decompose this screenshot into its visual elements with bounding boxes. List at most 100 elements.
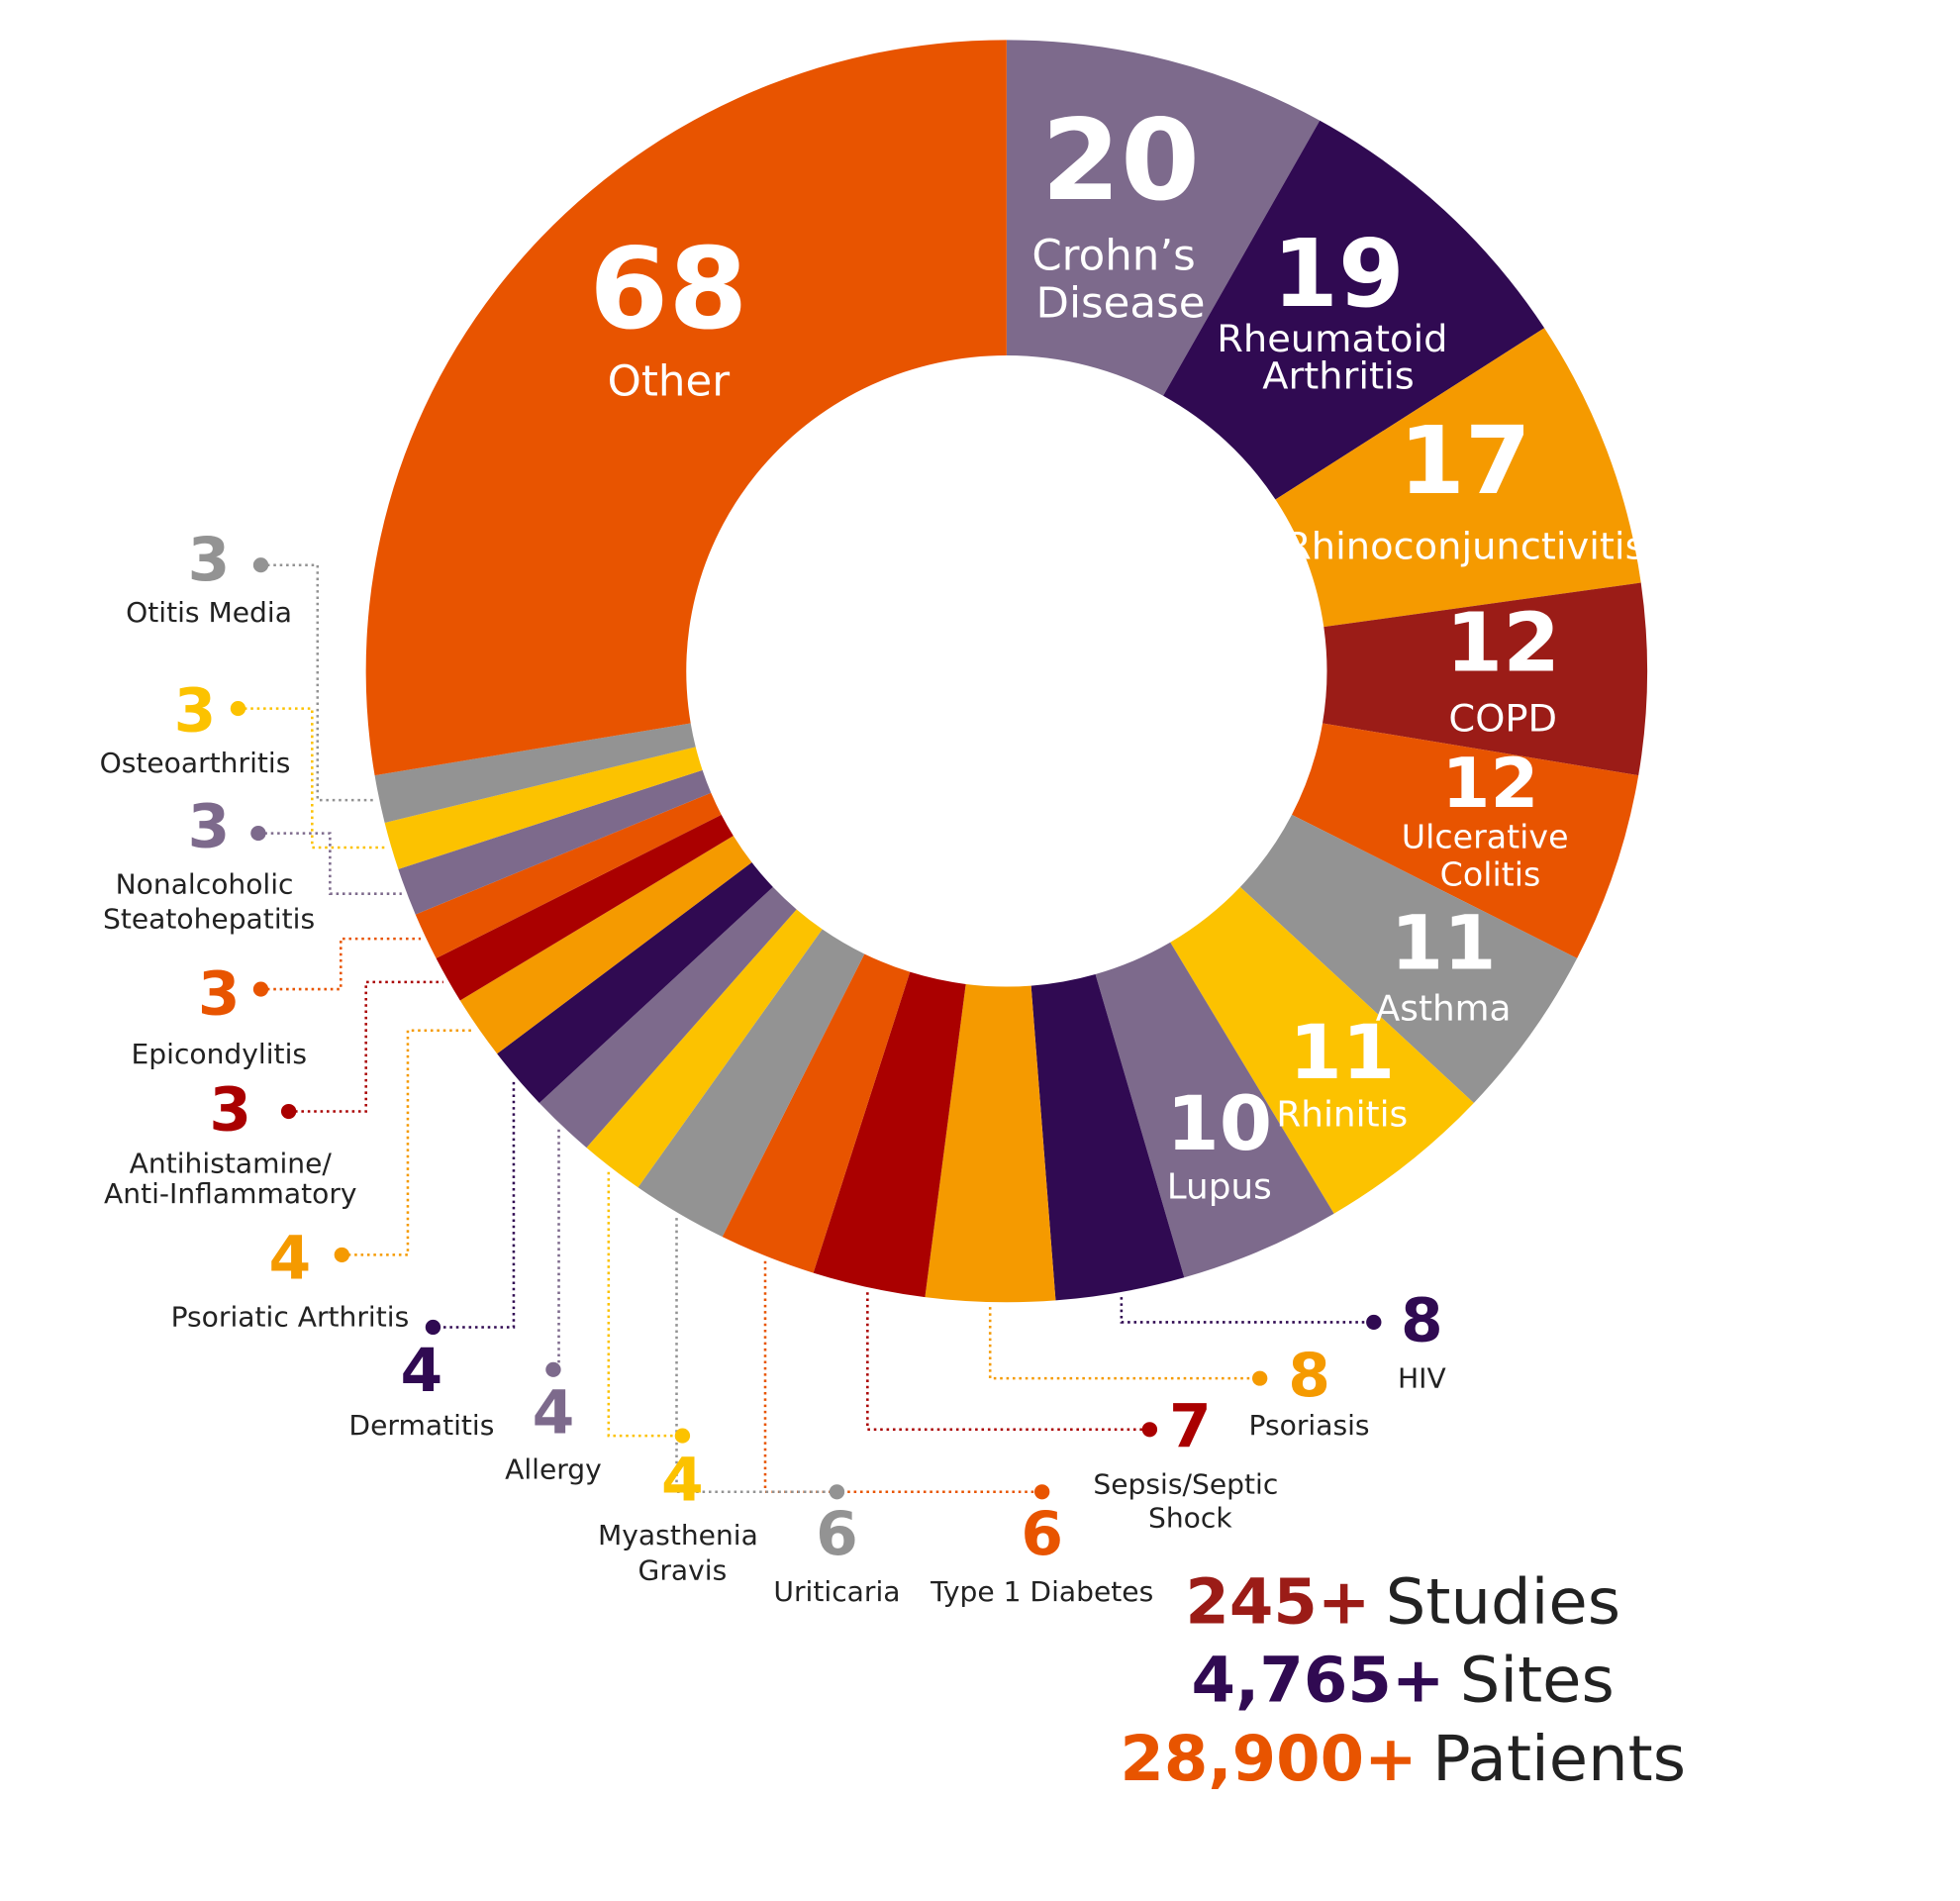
leader-dot (280, 1103, 297, 1120)
value-label: 17 (1399, 408, 1530, 516)
leader-dot (1366, 1314, 1382, 1330)
category-label: Osteoarthritis (100, 747, 291, 779)
category-label: Type 1 Diabetes (930, 1575, 1153, 1608)
value-label: 8 (1401, 1286, 1443, 1355)
leader-line (260, 937, 422, 991)
value-label: 20 (1041, 95, 1200, 226)
category-label: Psoriasis (1249, 1409, 1370, 1442)
value-label: 19 (1272, 221, 1404, 329)
value-label: 10 (1166, 1080, 1272, 1167)
category-label: Otitis Media (126, 596, 292, 629)
leader-dot (425, 1319, 441, 1336)
value-label: 12 (1445, 596, 1560, 690)
category-label: Uriticaria (773, 1575, 900, 1608)
value-label: 4 (533, 1378, 575, 1448)
donut-slice (436, 814, 734, 1001)
value-label: 4 (401, 1336, 443, 1405)
stat-line: 4,765+ Sites (1192, 1644, 1615, 1716)
leader-dot (1034, 1484, 1050, 1500)
value-label: 3 (174, 676, 217, 746)
category-label: Antihistamine/Anti-Inflammatory (104, 1148, 357, 1210)
donut-slice (384, 747, 703, 869)
value-label: 7 (1169, 1392, 1212, 1461)
category-label: Psoriatic Arthritis (171, 1301, 410, 1334)
leader-dot (674, 1428, 691, 1444)
leader-dot (230, 701, 246, 717)
value-label: 4 (269, 1224, 312, 1293)
category-label: Epicondylitis (132, 1038, 308, 1070)
leader-line (342, 1029, 474, 1256)
leader-line (607, 1171, 683, 1438)
leader-line (1120, 1297, 1374, 1324)
leader-line (257, 832, 402, 895)
leader-line (988, 1307, 1260, 1380)
category-label: Other (608, 357, 731, 407)
leader-dot (334, 1247, 350, 1262)
donut-slice (1239, 814, 1578, 1103)
stat-label: Sites (1460, 1644, 1615, 1716)
value-label: 11 (1289, 1009, 1395, 1096)
value-label: 12 (1442, 745, 1539, 824)
donut-slice (586, 909, 823, 1188)
donut-slice (1292, 723, 1639, 958)
stat-line: 28,900+ Patients (1120, 1722, 1686, 1794)
donut-slice (1275, 328, 1641, 628)
value-label: 3 (209, 1075, 251, 1145)
category-label: Myasthenia Gravis (598, 1519, 767, 1586)
donut-slice (459, 836, 752, 1054)
category-label: Crohn’s Disease (1031, 231, 1209, 327)
value-label: 4 (661, 1446, 704, 1515)
category-label: Allergy (505, 1452, 602, 1485)
leader-line (260, 563, 375, 802)
category-label: Rheumatoid Arthritis (1217, 317, 1460, 397)
category-label: Nonalcoholic Steatohepatitis (103, 868, 315, 936)
donut-slice (497, 862, 773, 1103)
value-label: 6 (1021, 1499, 1063, 1568)
leader-line (763, 1260, 1042, 1494)
leader-line (433, 1081, 516, 1329)
donut-slice (1095, 942, 1334, 1278)
donut-slice (398, 769, 712, 915)
stat-line: 245+ Studies (1185, 1564, 1620, 1637)
leader-dot (252, 557, 269, 573)
category-label: Lupus (1167, 1167, 1272, 1208)
leader-line (552, 1129, 560, 1371)
category-label: Rhinitis (1276, 1095, 1408, 1136)
stat-number: 4,765+ (1192, 1644, 1445, 1716)
leader-dot (250, 826, 266, 842)
category-label: COPD (1448, 697, 1557, 741)
donut-slice (722, 953, 911, 1273)
leader-dot (1141, 1422, 1158, 1438)
leader-line (288, 980, 443, 1113)
donut-slice (415, 792, 722, 958)
donut-slice (637, 929, 865, 1238)
donut-slice (1163, 120, 1545, 500)
donut-slice (1030, 974, 1185, 1301)
leader-dot (252, 981, 269, 997)
donut-slice (365, 40, 1007, 776)
value-label: 3 (198, 959, 241, 1029)
stat-number: 28,900+ (1120, 1722, 1417, 1794)
donut-slice (1006, 40, 1321, 396)
category-label: HIV (1398, 1362, 1446, 1395)
stat-label: Studies (1386, 1564, 1620, 1637)
value-label: 6 (816, 1499, 858, 1568)
donut-slice (925, 983, 1056, 1303)
category-label: Dermatitis (348, 1409, 494, 1442)
value-label: 68 (589, 224, 747, 354)
category-label: Asthma (1376, 989, 1512, 1030)
leader-line (866, 1292, 1150, 1432)
category-label: Rhinoconjunctivitis (1285, 525, 1644, 568)
value-label: 8 (1288, 1341, 1330, 1410)
donut-slice (539, 886, 797, 1149)
donut-slice (1170, 886, 1474, 1214)
value-label: 3 (188, 525, 231, 594)
donut-slice (1323, 582, 1648, 776)
donut-slice (813, 971, 966, 1298)
donut-slice (374, 723, 696, 823)
leader-dot (545, 1361, 561, 1377)
category-label: Ulcerative Colitis (1402, 817, 1579, 892)
leader-dot (829, 1484, 845, 1500)
leader-dot (1252, 1370, 1268, 1386)
category-label: Sepsis/Septic Shock (1093, 1468, 1287, 1535)
